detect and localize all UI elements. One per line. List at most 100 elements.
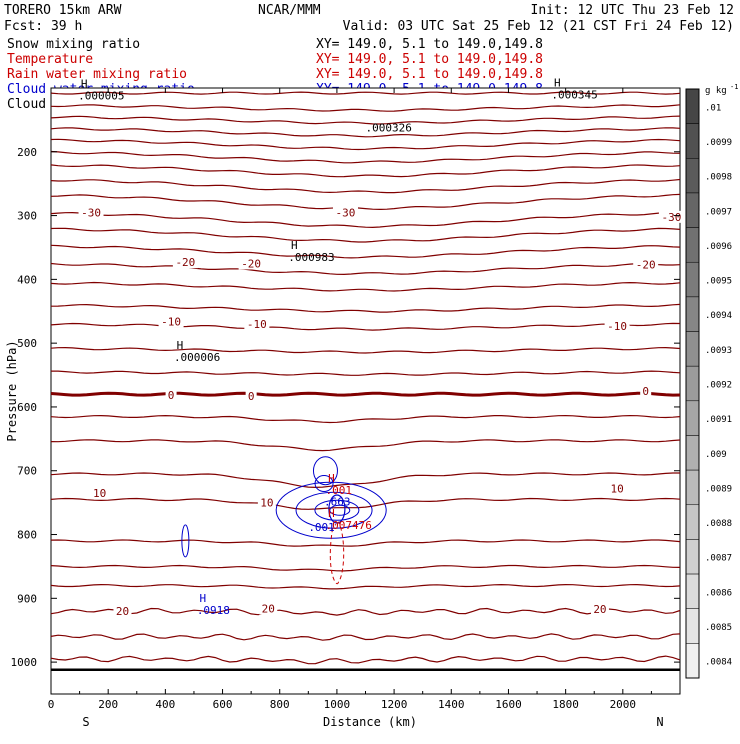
colorbar-swatch	[685, 504, 700, 540]
field-xy-range: XY= 149.0, 5.1 to 149.0,149.8	[316, 37, 543, 52]
isotherm-label-bg	[633, 258, 659, 271]
isotherm-label: 10	[610, 483, 623, 496]
x-tick-label: 800	[270, 698, 290, 711]
x-tick-label: 400	[155, 698, 175, 711]
colorbar-label: .0096	[705, 242, 732, 252]
extremum-mark: H	[328, 472, 335, 485]
colorbar-label: .0084	[705, 658, 732, 668]
isotherm-line	[50, 150, 681, 164]
colorbar: .01 .0099 .0098 .0097 .0096 .0095 .0094 .0093 .0…	[685, 83, 738, 679]
colorbar-unit-exponent: -1	[730, 83, 738, 91]
isotherm-line	[50, 115, 681, 125]
field-label: Temperature	[7, 52, 93, 67]
colorbar-swatch	[685, 643, 700, 679]
isotherm-label-bg	[78, 206, 104, 219]
y-axis-title: Pressure (hPa)	[5, 340, 19, 441]
colorbar-label: .0085	[705, 623, 732, 633]
colorbar-label: .01	[705, 103, 721, 113]
isotherm-label-bg	[113, 605, 132, 618]
axes: 0 200 400 600 800 1000 1200 1400 1600 1800 2000200…	[5, 88, 680, 729]
colorbar-label: .0099	[705, 138, 732, 148]
colorbar-swatch	[685, 608, 700, 644]
y-tick-label: 700	[17, 465, 37, 478]
isotherm-label-bg	[257, 496, 276, 509]
cloud-water-contour	[329, 504, 351, 516]
field-xy-range: XY= 149.0, 5.1 to 149.0,149.8	[316, 67, 543, 82]
extremum-mark: H	[291, 239, 298, 252]
colorbar-label: .0093	[705, 346, 732, 356]
colorbar-swatch	[685, 123, 700, 159]
extremum-value: .0918	[197, 604, 230, 617]
colorbar-swatch	[685, 88, 700, 124]
y-tick-label: 600	[17, 401, 37, 414]
isotherm-line	[50, 391, 681, 397]
extremum-mark: H	[81, 78, 88, 91]
isotherm-line	[50, 138, 681, 151]
isotherm-label: 20	[116, 605, 129, 618]
isotherm-label: 0	[168, 389, 175, 402]
extremum-mark: H	[200, 592, 207, 605]
colorbar-label: .0094	[705, 311, 732, 321]
isotherm-label: 20	[593, 603, 606, 616]
x-tick-label: 2000	[610, 698, 637, 711]
isotherm-label: -20	[636, 259, 656, 272]
isotherm-label-bg	[245, 390, 257, 403]
cloud-water-contour	[295, 491, 373, 529]
isotherm-label-bg	[238, 257, 264, 270]
y-tick-label: 400	[17, 273, 37, 286]
isotherm-label: 10	[93, 487, 106, 500]
extremum-value: .001	[308, 521, 335, 534]
extremum-value: .000326	[366, 122, 412, 135]
isotherm-label: -30	[336, 206, 356, 219]
y-tick-label: 500	[17, 337, 37, 350]
isotherm-label: 0	[642, 385, 649, 398]
isotherm-line	[50, 303, 681, 313]
plot-frame	[50, 87, 681, 695]
isotherm-line	[50, 633, 681, 641]
isotherm-label: -20	[241, 257, 261, 270]
isotherm-line	[50, 583, 681, 590]
colorbar-label: .0097	[705, 207, 732, 217]
isotherm-line	[50, 497, 681, 510]
colorbar-label: .0091	[705, 415, 732, 425]
x-tick-label: 1400	[438, 698, 465, 711]
isotherm-line	[50, 539, 681, 547]
isotherm-line	[50, 439, 681, 452]
colorbar-swatch	[685, 227, 700, 263]
field-xy-range: XY= 149.0, 5.1 to 149.0,149.8	[316, 52, 543, 67]
isotherm-label-bg	[158, 315, 184, 328]
x-end-label-south: S	[82, 715, 89, 729]
isotherm-label-bg	[90, 487, 109, 500]
isotherm-line	[50, 414, 681, 424]
isotherm-label-bg	[640, 385, 652, 397]
colorbar-label: .0086	[705, 588, 732, 598]
isotherm-label: 20	[262, 603, 275, 616]
colorbar-swatch	[685, 400, 700, 436]
colorbar-label: .0092	[705, 381, 732, 391]
isotherm-label-bg	[604, 319, 630, 332]
isotherm-line	[50, 607, 681, 616]
y-tick-label: 300	[17, 210, 37, 223]
isotherm-line	[50, 322, 681, 331]
y-tick-label: 900	[17, 592, 37, 605]
isotherm-label: -10	[607, 320, 627, 333]
cloud-water-contour	[314, 499, 360, 521]
colorbar-label: .009	[705, 450, 727, 460]
isotherm-line	[50, 281, 681, 292]
isotherm-label-bg	[590, 603, 609, 616]
isotherm-label-bg	[332, 206, 358, 219]
isotherm-label-bg	[658, 210, 684, 223]
extremum-value: .000345	[551, 88, 597, 101]
forecast-hour: Fcst: 39 h	[4, 19, 82, 34]
colorbar-swatch	[685, 296, 700, 332]
extremum-mark: H	[177, 339, 184, 352]
isotherm-line	[50, 164, 681, 178]
chart-header: TORERO 15km ARW NCAR/MMM Init: 12 UTC Th…	[4, 3, 734, 34]
x-end-label-north: N	[656, 715, 663, 729]
isotherm-label: -20	[175, 256, 195, 269]
isotherm-line	[50, 127, 681, 138]
isotherm-label-bg	[165, 388, 177, 401]
cloud-water-contour	[181, 524, 190, 558]
extremum-value: .000983	[288, 251, 334, 264]
colorbar-unit: g kg	[705, 86, 727, 96]
